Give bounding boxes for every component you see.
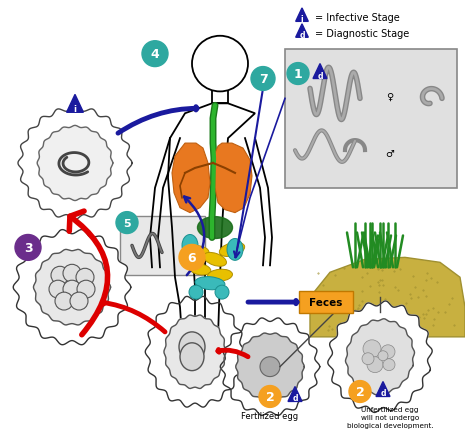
Text: = Infective Stage: = Infective Stage [315,13,400,23]
Circle shape [383,359,395,371]
Text: i: i [73,104,77,113]
Circle shape [349,381,371,402]
Text: i: i [301,15,303,24]
Circle shape [70,293,88,310]
Ellipse shape [207,270,232,282]
Polygon shape [296,25,308,38]
FancyBboxPatch shape [299,292,353,313]
Polygon shape [376,381,390,397]
Polygon shape [310,258,465,337]
Circle shape [378,351,388,361]
Ellipse shape [189,264,211,275]
Polygon shape [328,301,432,412]
Ellipse shape [227,239,243,261]
Polygon shape [296,9,308,22]
Ellipse shape [260,357,280,377]
FancyBboxPatch shape [285,49,457,188]
Ellipse shape [219,243,245,257]
FancyBboxPatch shape [120,216,205,276]
Circle shape [63,280,81,299]
Ellipse shape [195,277,225,290]
Text: ♀: ♀ [386,91,393,101]
Circle shape [251,67,275,91]
Text: Feces: Feces [309,297,343,307]
Text: 4: 4 [151,48,159,61]
Text: 2: 2 [356,385,365,398]
Circle shape [362,353,374,365]
Circle shape [63,265,81,283]
Polygon shape [345,319,414,395]
Circle shape [76,269,94,286]
Polygon shape [164,316,226,388]
Ellipse shape [181,246,209,260]
Text: 6: 6 [188,251,196,264]
Text: ♂: ♂ [385,149,394,159]
Circle shape [381,345,395,359]
Ellipse shape [180,343,204,371]
Polygon shape [236,333,304,400]
Text: Fertilized egg: Fertilized egg [241,411,299,421]
Circle shape [15,235,41,261]
Polygon shape [288,387,302,401]
Polygon shape [220,318,320,415]
Text: 1: 1 [293,68,302,81]
Text: 7: 7 [259,73,267,86]
Text: d: d [292,394,298,402]
Ellipse shape [189,286,203,299]
Polygon shape [66,95,83,113]
Polygon shape [33,250,111,325]
Ellipse shape [179,332,205,362]
Ellipse shape [204,253,226,266]
Ellipse shape [182,235,198,257]
Polygon shape [215,144,252,213]
Polygon shape [13,230,131,345]
Polygon shape [37,126,113,201]
Circle shape [55,293,73,310]
Circle shape [367,357,383,373]
Polygon shape [18,107,132,220]
Circle shape [116,212,138,234]
Text: d: d [299,30,305,39]
Polygon shape [172,144,210,213]
Text: d: d [317,71,323,80]
Circle shape [77,280,95,299]
Circle shape [142,42,168,67]
Circle shape [49,280,67,299]
Circle shape [179,245,205,271]
Text: Unfertilized egg
will not undergo
biological development.: Unfertilized egg will not undergo biolog… [347,407,433,428]
Text: 3: 3 [24,241,32,254]
Polygon shape [313,64,327,79]
Text: 2: 2 [266,390,274,403]
Circle shape [363,340,381,358]
Ellipse shape [198,217,232,239]
Text: = Diagnostic Stage: = Diagnostic Stage [315,29,409,39]
Polygon shape [145,297,245,407]
Text: 5: 5 [123,218,131,228]
Circle shape [259,386,281,408]
Ellipse shape [215,286,229,299]
Text: d: d [380,388,386,398]
Circle shape [287,63,309,85]
Circle shape [51,266,69,285]
